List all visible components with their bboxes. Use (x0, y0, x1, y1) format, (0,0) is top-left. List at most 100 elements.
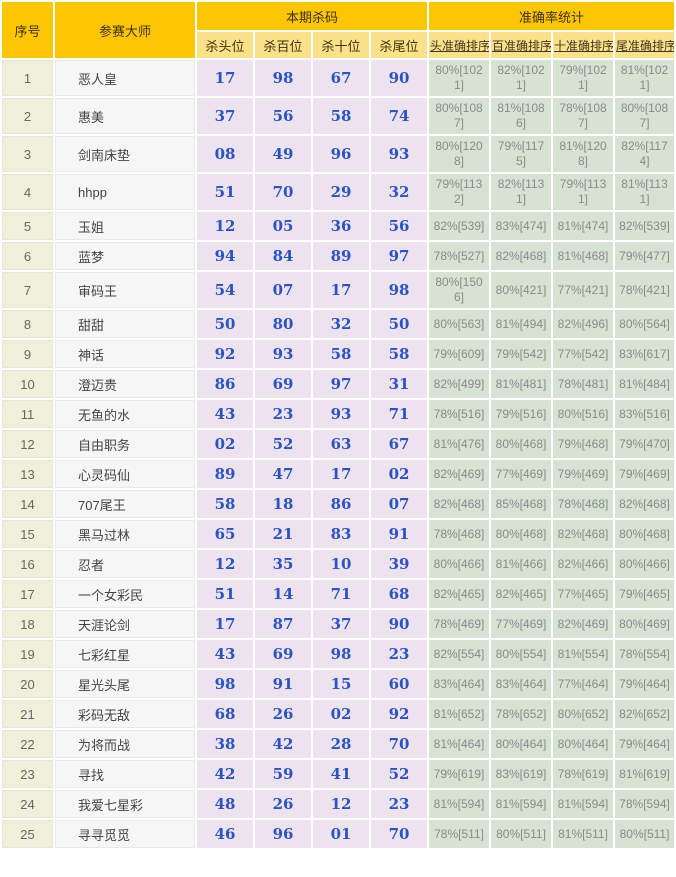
accuracy-tail: 79%[469] (615, 460, 675, 488)
header-serial: 序号 (2, 2, 53, 58)
kill-code-ten: 96 (313, 136, 369, 172)
master-name: 审码王 (55, 272, 195, 308)
accuracy-hundred: 79%[516] (491, 400, 552, 428)
kill-code-ten: 12 (313, 790, 369, 818)
accuracy-ten: 81%[1208] (553, 136, 614, 172)
kill-code-ten: 17 (313, 272, 369, 308)
sort-link-tail[interactable]: 尾准确排序 (616, 38, 675, 53)
serial-number: 22 (2, 730, 53, 758)
accuracy-hundred: 81%[494] (491, 310, 552, 338)
kill-code-head: 43 (197, 640, 253, 668)
accuracy-ten: 82%[496] (553, 310, 614, 338)
kill-code-tail: 58 (371, 340, 428, 368)
kill-code-hundred: 23 (255, 400, 311, 428)
serial-number: 23 (2, 760, 53, 788)
accuracy-hundred: 80%[468] (491, 520, 552, 548)
kill-code-ten: 93 (313, 400, 369, 428)
kill-code-hundred: 26 (255, 700, 311, 728)
serial-number: 10 (2, 370, 53, 398)
serial-number: 12 (2, 430, 53, 458)
accuracy-ten: 80%[652] (553, 700, 614, 728)
table-row: 14 707尾王 58 18 86 07 82%[468] 85%[468] 78%[468] 8… (2, 490, 675, 518)
kill-code-tail: 56 (371, 212, 428, 240)
table-row: 2 惠美 37 56 58 74 80%[1087] 81%[1086] 78%[1087] 80… (2, 98, 675, 134)
header-sort-head-accuracy[interactable]: 头准确排序 (429, 32, 490, 58)
serial-number: 14 (2, 490, 53, 518)
table-row: 25 寻寻觅觅 46 96 01 70 78%[511] 80%[511] 81%[511] 80… (2, 820, 675, 848)
accuracy-head: 82%[499] (429, 370, 490, 398)
kill-code-ten: 28 (313, 730, 369, 758)
accuracy-head: 78%[468] (429, 520, 490, 548)
kill-code-ten: 41 (313, 760, 369, 788)
kill-code-hundred: 80 (255, 310, 311, 338)
accuracy-hundred: 83%[474] (491, 212, 552, 240)
kill-code-tail: 07 (371, 490, 428, 518)
table-row: 23 寻找 42 59 41 52 79%[619] 83%[619] 78%[619] 81%[… (2, 760, 675, 788)
kill-code-tail: 92 (371, 700, 428, 728)
serial-number: 4 (2, 174, 53, 210)
accuracy-hundred: 81%[481] (491, 370, 552, 398)
accuracy-head: 78%[469] (429, 610, 490, 638)
master-name: 天涯论剑 (55, 610, 195, 638)
kill-code-hundred: 93 (255, 340, 311, 368)
table-row: 18 天涯论剑 17 87 37 90 78%[469] 77%[469] 82%[469] 80… (2, 610, 675, 638)
kill-code-hundred: 87 (255, 610, 311, 638)
kill-code-head: 42 (197, 760, 253, 788)
accuracy-ten: 77%[542] (553, 340, 614, 368)
accuracy-hundred: 81%[466] (491, 550, 552, 578)
header-sort-ten-accuracy[interactable]: 十准确排序 (553, 32, 614, 58)
serial-number: 6 (2, 242, 53, 270)
header-sort-hundred-accuracy[interactable]: 百准确排序 (491, 32, 552, 58)
header-kill-head: 杀头位 (197, 32, 253, 58)
accuracy-hundred: 78%[652] (491, 700, 552, 728)
master-name: 七彩红星 (55, 640, 195, 668)
accuracy-tail: 82%[539] (615, 212, 675, 240)
accuracy-ten: 79%[469] (553, 460, 614, 488)
accuracy-tail: 80%[466] (615, 550, 675, 578)
kill-code-head: 43 (197, 400, 253, 428)
accuracy-hundred: 81%[594] (491, 790, 552, 818)
masters-kill-code-table: 序号 参赛大师 本期杀码 准确率统计 杀头位 杀百位 杀十位 杀尾位 头准确排序… (0, 0, 676, 850)
header-sort-tail-accuracy[interactable]: 尾准确排序 (615, 32, 675, 58)
kill-code-hundred: 35 (255, 550, 311, 578)
kill-code-hundred: 21 (255, 520, 311, 548)
kill-code-hundred: 70 (255, 174, 311, 210)
serial-number: 17 (2, 580, 53, 608)
sort-link-ten[interactable]: 十准确排序 (554, 38, 614, 53)
accuracy-head: 80%[1506] (429, 272, 490, 308)
accuracy-hundred: 80%[421] (491, 272, 552, 308)
accuracy-tail: 78%[594] (615, 790, 675, 818)
accuracy-head: 80%[1087] (429, 98, 490, 134)
accuracy-tail: 81%[1131] (615, 174, 675, 210)
accuracy-hundred: 80%[554] (491, 640, 552, 668)
kill-code-ten: 83 (313, 520, 369, 548)
master-name: 自由职务 (55, 430, 195, 458)
sort-link-hundred[interactable]: 百准确排序 (492, 38, 552, 53)
accuracy-ten: 81%[594] (553, 790, 614, 818)
table-row: 22 为将而战 38 42 28 70 81%[464] 80%[464] 80%[464] 79… (2, 730, 675, 758)
serial-number: 16 (2, 550, 53, 578)
table-row: 24 我爱七星彩 48 26 12 23 81%[594] 81%[594] 81%[594] 7… (2, 790, 675, 818)
kill-code-ten: 32 (313, 310, 369, 338)
kill-code-tail: 74 (371, 98, 428, 134)
kill-code-tail: 71 (371, 400, 428, 428)
accuracy-hundred: 82%[1021] (491, 60, 552, 96)
accuracy-tail: 83%[617] (615, 340, 675, 368)
kill-code-head: 38 (197, 730, 253, 758)
accuracy-tail: 80%[511] (615, 820, 675, 848)
master-name: 寻寻觅觅 (55, 820, 195, 848)
sort-link-head[interactable]: 头准确排序 (430, 38, 490, 53)
kill-code-hundred: 84 (255, 242, 311, 270)
accuracy-hundred: 83%[619] (491, 760, 552, 788)
accuracy-head: 80%[563] (429, 310, 490, 338)
kill-code-ten: 86 (313, 490, 369, 518)
kill-code-hundred: 49 (255, 136, 311, 172)
kill-code-head: 12 (197, 212, 253, 240)
kill-code-head: 89 (197, 460, 253, 488)
accuracy-head: 78%[527] (429, 242, 490, 270)
accuracy-head: 81%[476] (429, 430, 490, 458)
serial-number: 5 (2, 212, 53, 240)
table-row: 8 甜甜 50 80 32 50 80%[563] 81%[494] 82%[496] 80%[5… (2, 310, 675, 338)
sub-header-row: 杀头位 杀百位 杀十位 杀尾位 头准确排序 百准确排序 十准确排序 尾准确排序 (2, 32, 675, 58)
accuracy-head: 79%[609] (429, 340, 490, 368)
